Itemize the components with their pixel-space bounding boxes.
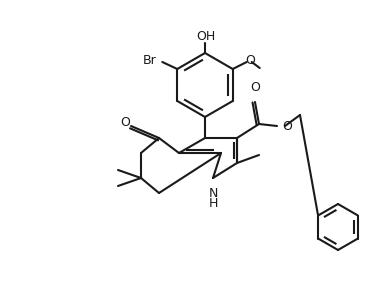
Text: O: O	[250, 81, 260, 94]
Text: O: O	[245, 53, 255, 67]
Text: O: O	[120, 116, 130, 130]
Text: O: O	[282, 119, 292, 133]
Text: OH: OH	[196, 29, 215, 43]
Text: H: H	[208, 197, 218, 210]
Text: N: N	[208, 187, 218, 200]
Text: Br: Br	[142, 53, 156, 67]
